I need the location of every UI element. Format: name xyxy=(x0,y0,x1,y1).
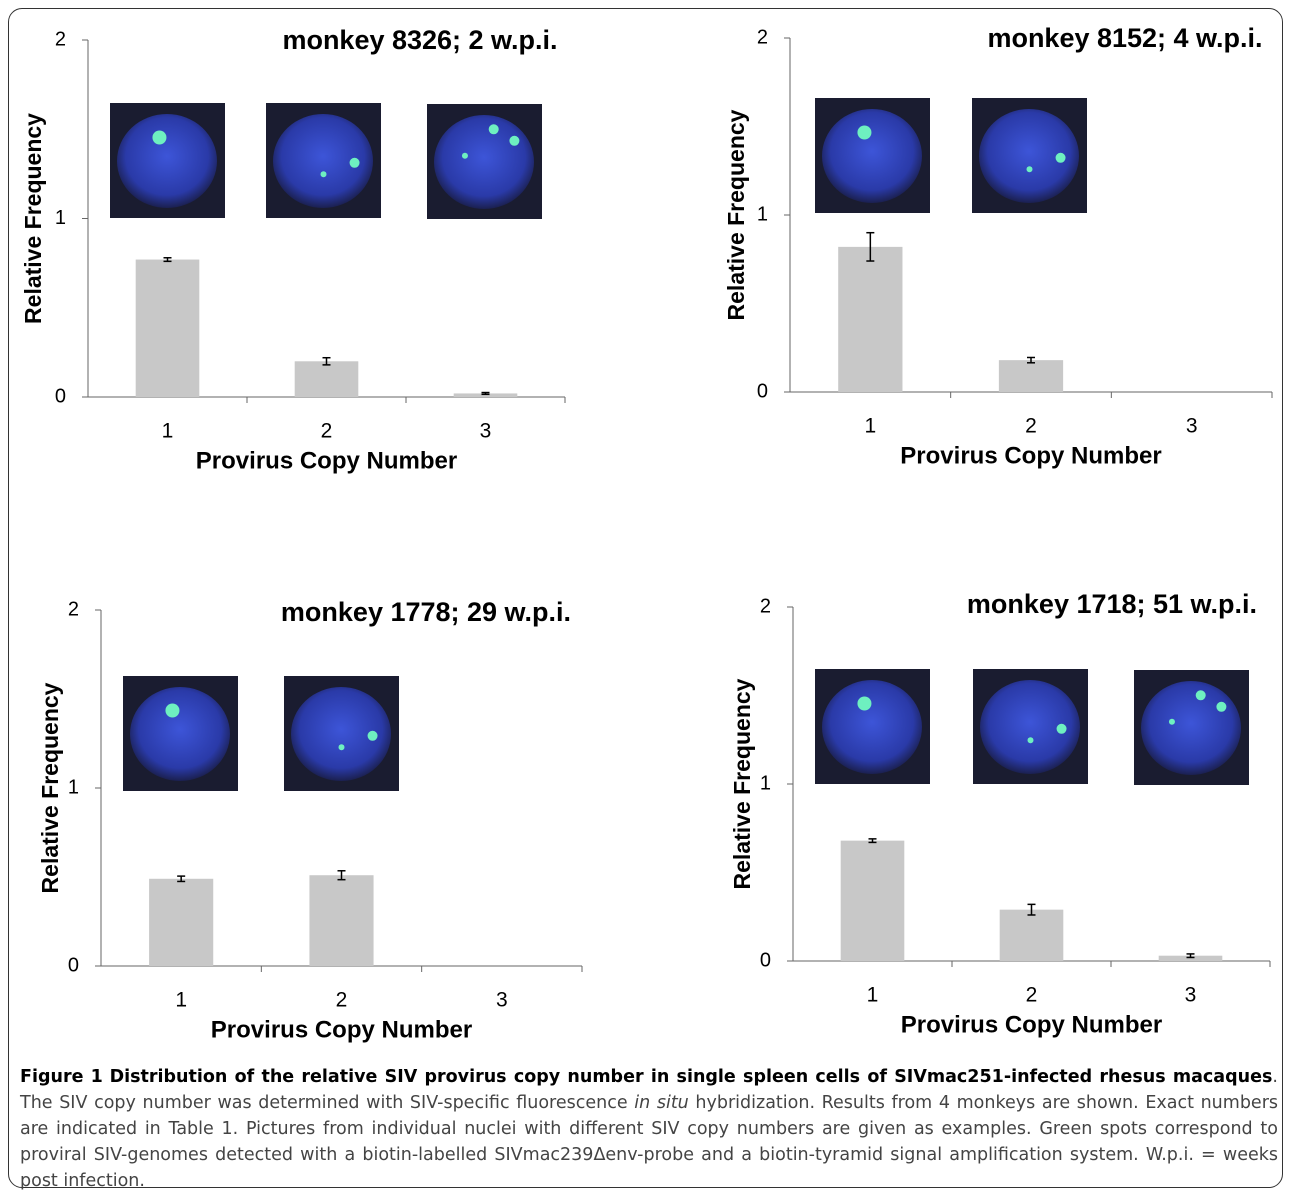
green-spot xyxy=(350,158,360,168)
x-tick-label: 3 xyxy=(480,420,492,443)
bar xyxy=(149,879,213,966)
green-spot xyxy=(857,126,871,140)
green-spot xyxy=(1057,724,1067,734)
x-tick-label: 2 xyxy=(321,420,333,443)
green-spot xyxy=(1027,166,1033,172)
y-tick-label: 0 xyxy=(760,949,771,971)
caption-label: Figure 1 xyxy=(20,1067,103,1087)
x-tick-label: 2 xyxy=(1026,984,1038,1007)
y-tick-label: 0 xyxy=(757,380,768,402)
green-spot xyxy=(368,731,378,741)
x-axis-label: Provirus Copy Number xyxy=(196,447,457,474)
green-spot xyxy=(489,124,499,134)
green-spot xyxy=(321,171,327,177)
y-axis-label: Relative Frequency xyxy=(729,678,755,889)
bar xyxy=(295,361,359,397)
nucleus xyxy=(117,114,217,208)
x-tick-label: 1 xyxy=(162,420,174,443)
x-tick-label: 2 xyxy=(1025,415,1037,438)
nucleus xyxy=(130,687,230,781)
x-tick-label: 3 xyxy=(496,989,508,1012)
y-tick-label: 2 xyxy=(760,595,771,617)
y-tick-label: 2 xyxy=(55,28,66,50)
nucleus xyxy=(822,109,922,203)
y-tick-label: 1 xyxy=(68,776,79,798)
green-spot xyxy=(857,697,871,711)
x-tick-label: 1 xyxy=(867,984,879,1007)
x-tick-label: 3 xyxy=(1185,984,1197,1007)
y-tick-label: 0 xyxy=(55,385,66,407)
x-tick-label: 1 xyxy=(864,415,876,438)
green-spot xyxy=(1196,690,1206,700)
y-tick-label: 1 xyxy=(760,772,771,794)
y-axis-label: Relative Frequency xyxy=(37,682,63,893)
chart-title: monkey 1718; 51 w.p.i. xyxy=(967,589,1257,619)
chart-title: monkey 8326; 2 w.p.i. xyxy=(282,25,557,55)
nucleus xyxy=(1141,681,1241,775)
y-tick-label: 2 xyxy=(68,598,79,620)
bar xyxy=(1000,910,1064,961)
green-spot xyxy=(339,744,345,750)
y-tick-label: 1 xyxy=(757,203,768,225)
caption: Figure 1 Distribution of the relative SI… xyxy=(20,1064,1278,1194)
caption-title: Distribution of the relative SIV proviru… xyxy=(110,1067,1273,1087)
green-spot xyxy=(165,704,179,718)
bar xyxy=(999,360,1063,392)
page: monkey 8326; 2 w.p.i. Relative Frequency P… xyxy=(0,0,1293,1196)
y-tick-label: 1 xyxy=(55,207,66,229)
bar xyxy=(136,260,200,397)
green-spot xyxy=(152,131,166,145)
y-axis-label: Relative Frequency xyxy=(723,109,749,320)
y-tick-label: 2 xyxy=(757,26,768,48)
green-spot xyxy=(1216,702,1226,712)
caption-italic: in situ xyxy=(634,1093,689,1113)
x-tick-label: 3 xyxy=(1186,415,1198,438)
green-spot xyxy=(462,153,468,159)
figure: monkey 8326; 2 w.p.i. Relative Frequency P… xyxy=(0,0,1293,1060)
green-spot xyxy=(509,136,519,146)
chart-title: monkey 1778; 29 w.p.i. xyxy=(281,597,571,627)
bar xyxy=(838,247,902,392)
green-spot xyxy=(1056,153,1066,163)
green-spot xyxy=(1169,719,1175,725)
bar xyxy=(309,875,373,966)
nucleus xyxy=(822,680,922,774)
x-axis-label: Provirus Copy Number xyxy=(900,442,1161,469)
nucleus xyxy=(434,115,534,209)
y-tick-label: 0 xyxy=(68,954,79,976)
x-tick-label: 1 xyxy=(175,989,187,1012)
x-axis-label: Provirus Copy Number xyxy=(901,1011,1162,1038)
bar xyxy=(841,841,905,961)
x-tick-label: 2 xyxy=(336,989,348,1012)
chart-title: monkey 8152; 4 w.p.i. xyxy=(987,23,1262,53)
green-spot xyxy=(1028,737,1034,743)
y-axis-label: Relative Frequency xyxy=(20,113,46,324)
x-axis-label: Provirus Copy Number xyxy=(211,1016,472,1043)
